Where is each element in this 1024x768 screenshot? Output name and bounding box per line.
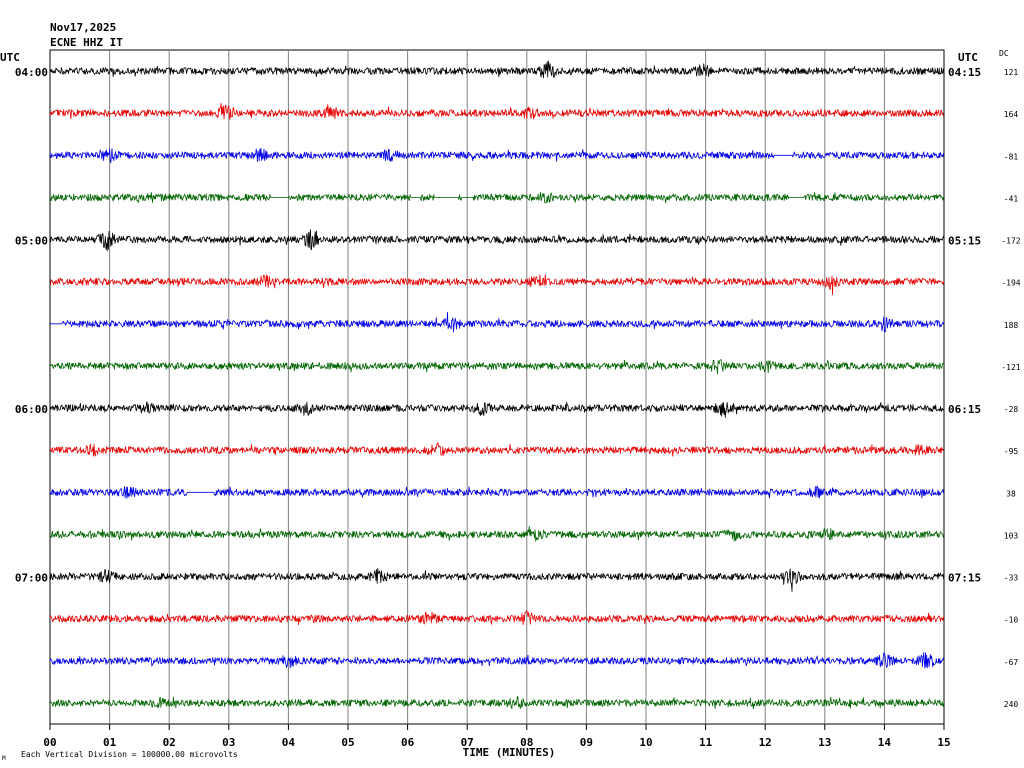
hour-label-right: 04:15 xyxy=(948,66,981,79)
x-tick-label: 05 xyxy=(341,736,354,749)
seismic-trace-0630 xyxy=(49,485,945,499)
label-layer: 00 01 02 03 04 05 06 07 08 09 10 11 12 13 14 15 121 164 -8… xyxy=(15,66,1021,749)
dc-offset-label: 240 xyxy=(1004,700,1019,709)
x-tick-label: 02 xyxy=(163,736,176,749)
seismic-trace-0445 xyxy=(49,191,945,204)
seismic-trace-0730 xyxy=(49,652,945,669)
seismic-trace-0615 xyxy=(49,442,945,457)
dc-offset-label: 38 xyxy=(1006,489,1016,498)
utc-left-label: UTC xyxy=(0,51,20,64)
trace-layer xyxy=(49,60,945,710)
record-date: Nov17,2025 xyxy=(50,21,116,34)
seismic-trace-0545 xyxy=(49,359,945,375)
seismic-trace-0530 xyxy=(50,311,945,333)
x-tick-label: 08 xyxy=(520,736,533,749)
dc-offset-label: -28 xyxy=(1004,405,1019,414)
x-tick-label: 13 xyxy=(818,736,831,749)
dc-offset-label: -81 xyxy=(1004,152,1019,161)
hour-label-left: 05:00 xyxy=(15,235,48,248)
x-tick-label: 12 xyxy=(759,736,772,749)
dc-offset-label: -67 xyxy=(1004,658,1019,667)
hour-label-right: 07:15 xyxy=(948,572,981,585)
dc-offset-label: -121 xyxy=(1001,363,1020,372)
utc-right-label: UTC xyxy=(958,51,978,64)
plot-frame xyxy=(49,49,945,725)
dc-offset-label: -194 xyxy=(1001,279,1020,288)
x-tick-label: 00 xyxy=(43,736,56,749)
seismic-trace-0645 xyxy=(49,526,945,542)
dc-offset-label: -33 xyxy=(1004,574,1019,583)
hour-label-left: 06:00 xyxy=(15,403,48,416)
dc-offset-label: -95 xyxy=(1004,447,1019,456)
scale-note: Each Vertical Division = 100000.00 micro… xyxy=(21,750,238,759)
x-tick-label: 15 xyxy=(937,736,950,749)
dc-offset-label: 121 xyxy=(1004,68,1019,77)
dc-offset-label: 164 xyxy=(1004,110,1019,119)
x-tick-label: 10 xyxy=(639,736,652,749)
grid-layer xyxy=(49,49,945,730)
dc-offset-label: -10 xyxy=(1004,616,1019,625)
seismic-trace-0400 xyxy=(49,60,945,79)
dc-offset-label: -172 xyxy=(1001,237,1020,246)
x-tick-label: 14 xyxy=(878,736,892,749)
seismic-trace-0715 xyxy=(49,610,945,626)
x-tick-label: 07 xyxy=(461,736,474,749)
seismic-trace-0430 xyxy=(49,147,945,164)
seismic-trace-0500 xyxy=(49,229,945,251)
station-code: ECNE HHZ IT xyxy=(50,36,123,49)
seismic-trace-0700 xyxy=(49,568,945,592)
dc-offset-label: 103 xyxy=(1004,531,1019,540)
seismic-trace-0415 xyxy=(49,102,945,120)
x-tick-label: 04 xyxy=(282,736,296,749)
x-tick-label: 06 xyxy=(401,736,415,749)
seismic-trace-0745 xyxy=(49,695,945,710)
dc-offset-label: 188 xyxy=(1004,321,1019,330)
hour-label-right: 06:15 xyxy=(948,403,981,416)
x-tick-label: 03 xyxy=(222,736,235,749)
x-tick-label: 09 xyxy=(580,736,593,749)
dc-offset-label: -41 xyxy=(1004,194,1019,203)
seismic-trace-0600 xyxy=(49,401,945,418)
hour-label-left: 04:00 xyxy=(15,66,48,79)
hour-label-right: 05:15 xyxy=(948,235,981,248)
hour-label-left: 07:00 xyxy=(15,572,48,585)
x-tick-label: 11 xyxy=(699,736,713,749)
x-tick-label: 01 xyxy=(103,736,117,749)
seismic-trace-0515 xyxy=(50,274,945,296)
dc-header-label: DC xyxy=(999,49,1009,58)
x-axis-title: TIME (MINUTES) xyxy=(463,746,556,759)
corner-mark: M xyxy=(2,755,6,762)
